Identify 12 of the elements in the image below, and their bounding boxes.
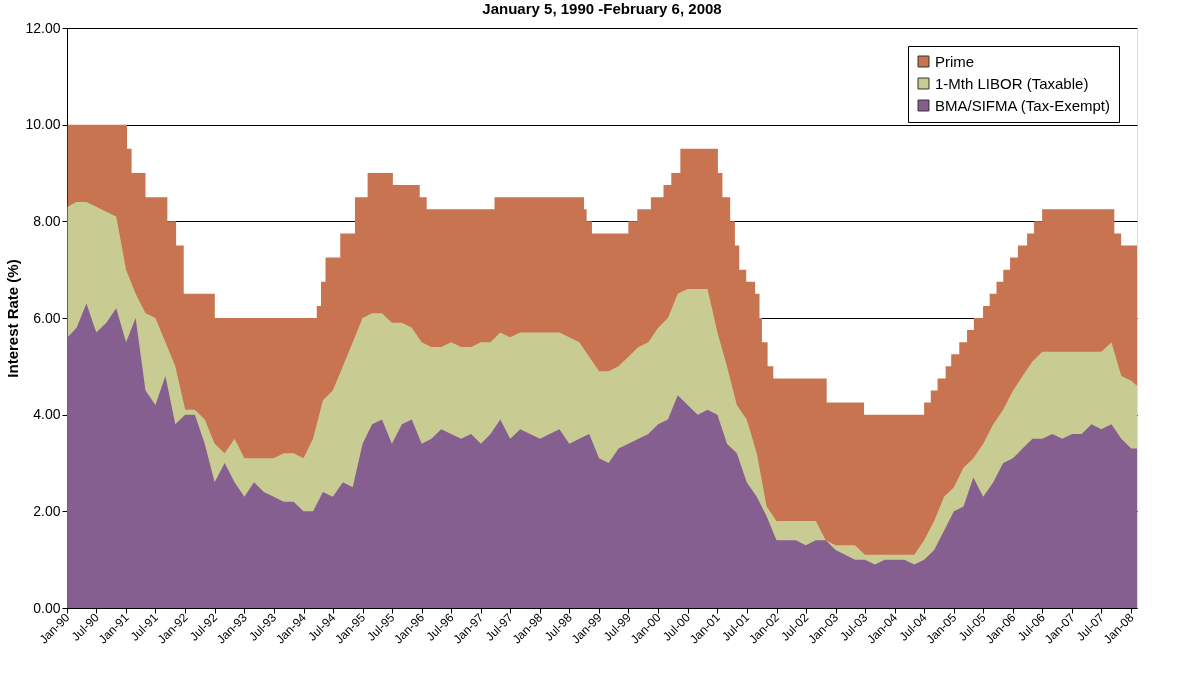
y-tick-label: 10.00 [25,116,61,133]
y-tick-label: 2.00 [33,502,61,519]
y-axis-title: Interest Rate (%) [4,259,22,378]
legend-label: Prime [935,52,975,70]
legend-label: 1-Mth LIBOR (Taxable) [935,74,1089,92]
chart-title: January 5, 1990 -February 6, 2008 [482,0,722,17]
y-tick-label: 8.00 [33,212,61,229]
y-tick-label: 0.00 [33,599,61,616]
y-tick-label: 4.00 [33,406,61,423]
y-tick-label: 6.00 [33,309,61,326]
legend-label: BMA/SIFMA (Tax-Exempt) [935,96,1111,114]
y-tick-label: 12.00 [25,19,61,36]
